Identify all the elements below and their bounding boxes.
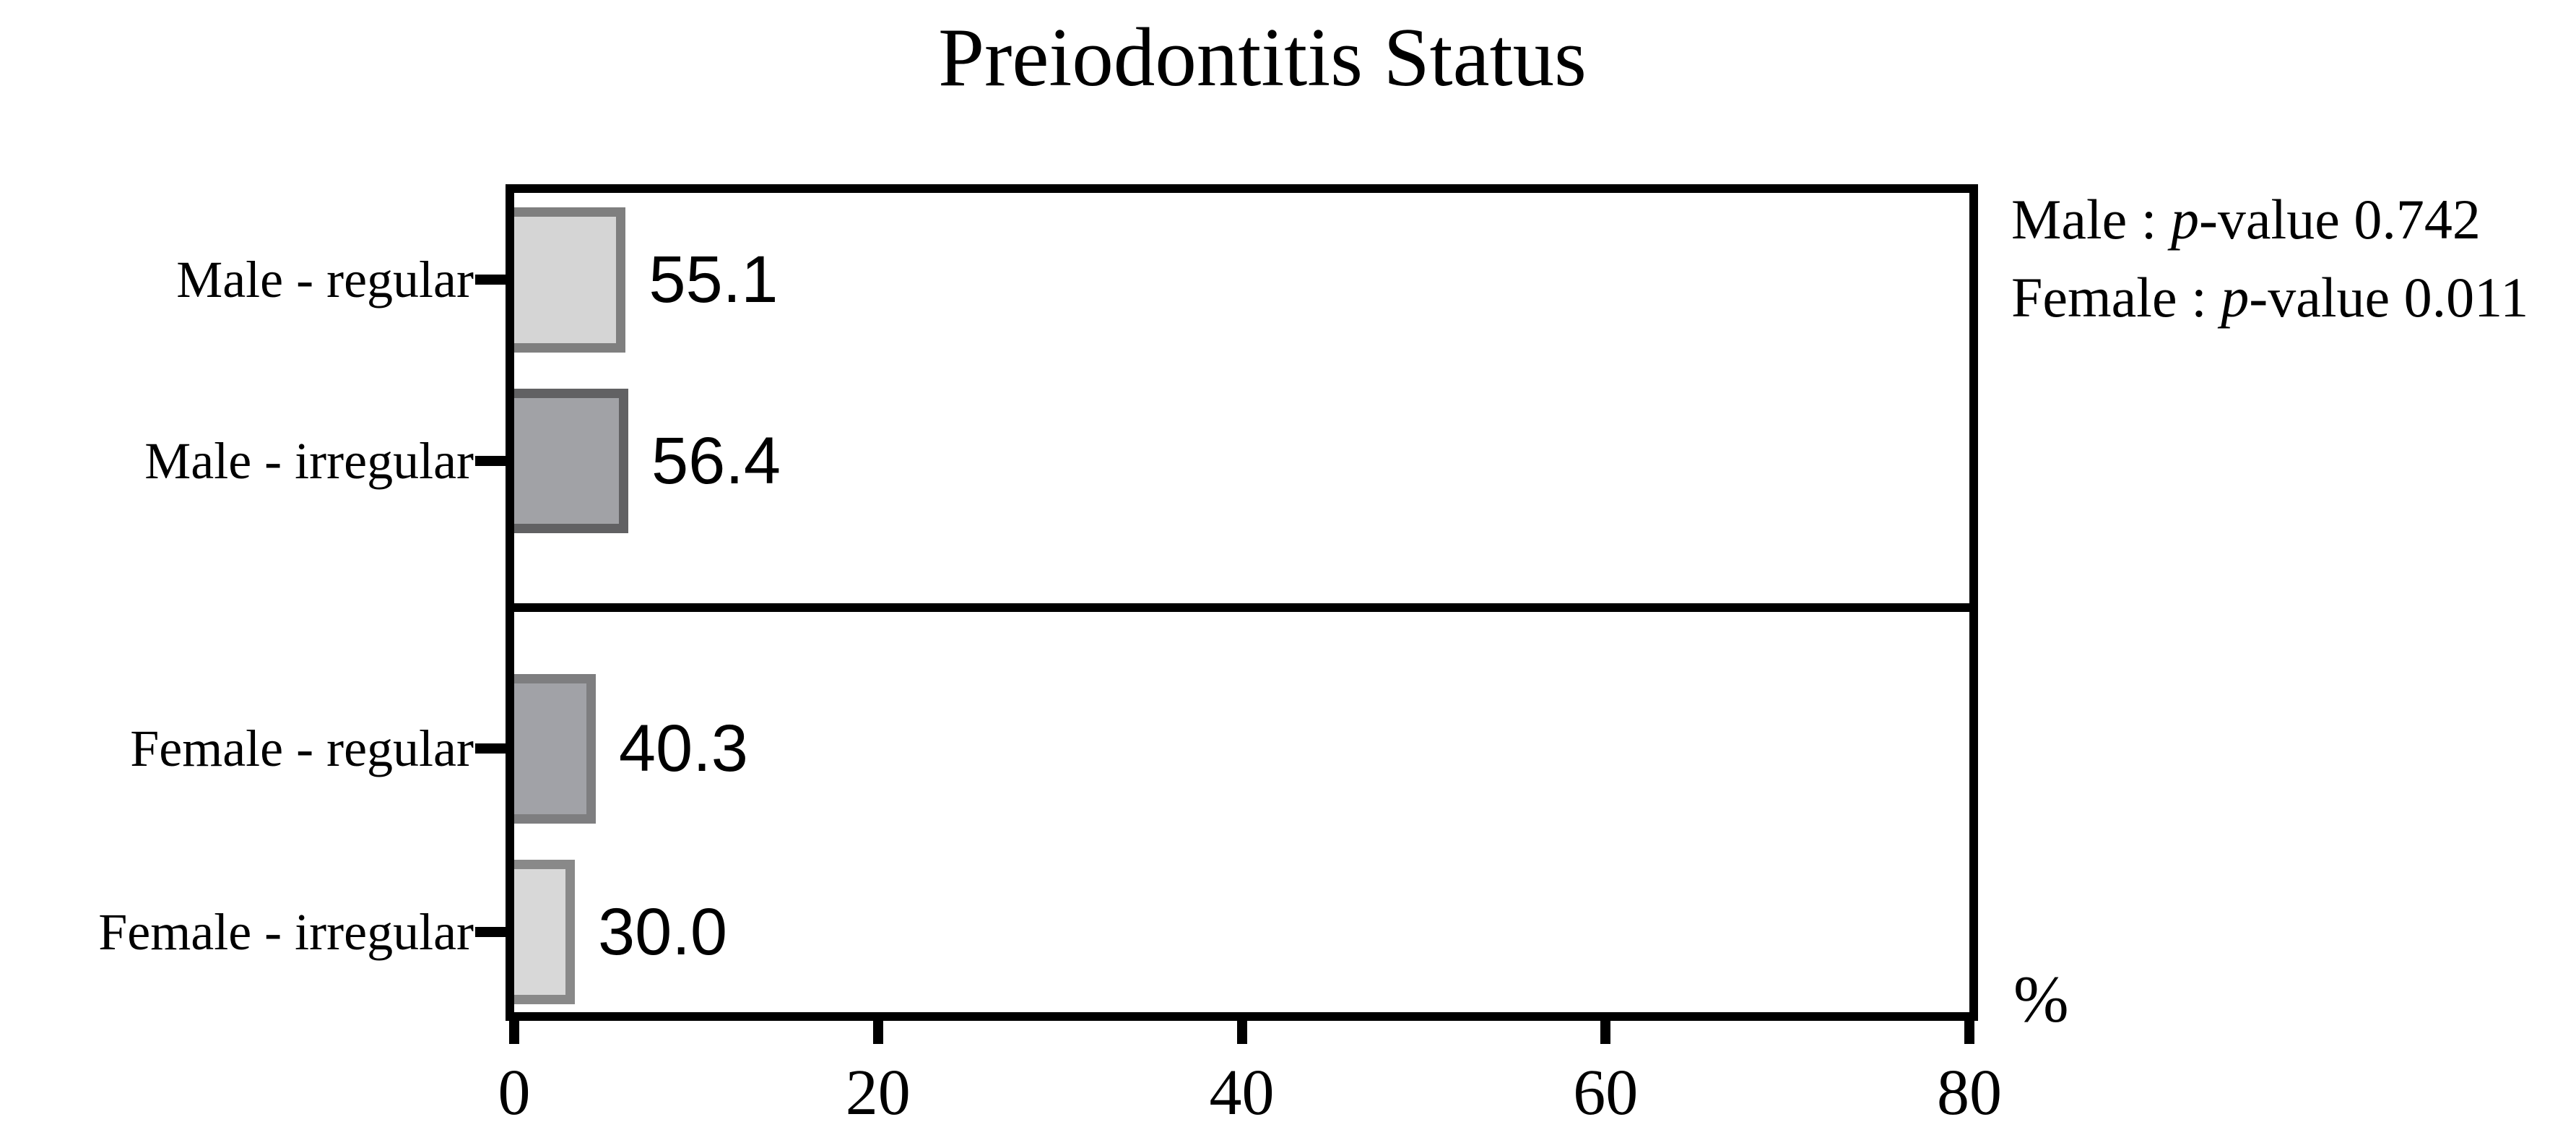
x-axis-tick-label-20: 20 (845, 1057, 911, 1128)
y-axis-tick-female-regular (475, 743, 507, 754)
bar-row-female-regular: 40.3 (514, 674, 748, 824)
category-label-female-regular: Female - regular (130, 720, 474, 777)
annotation-line-male: Male : p-value 0.742 (2011, 181, 2528, 259)
bar-male-irregular (514, 389, 628, 533)
y-axis-tick-female-irregular (475, 927, 507, 937)
annotation-male-italic-p: p (2170, 188, 2199, 251)
category-label-female-irregular: Female - irregular (98, 903, 474, 961)
x-axis-tick-label-60: 60 (1573, 1057, 1639, 1128)
x-axis-tick-0 (509, 1021, 519, 1044)
y-axis-tick-male-regular (475, 275, 507, 285)
bar-value-female-regular: 40.3 (618, 712, 748, 785)
annotation-male-prefix: Male : (2011, 188, 2171, 251)
bar-male-regular (514, 207, 626, 353)
annotation-female-italic-p: p (2221, 266, 2250, 329)
bar-row-male-irregular: 56.4 (514, 389, 781, 533)
bar-value-male-irregular: 56.4 (651, 423, 781, 498)
annotation-female-suffix: -value 0.011 (2249, 266, 2529, 329)
plot-area: 55.1 56.4 40.3 30.0 (506, 184, 1978, 1021)
bar-value-male-regular: 55.1 (649, 243, 779, 316)
y-axis-tick-male-irregular (475, 456, 507, 466)
x-axis-tick-label-0: 0 (498, 1057, 531, 1128)
x-axis-tick-60 (1600, 1021, 1611, 1044)
bar-value-female-irregular: 30.0 (598, 894, 728, 969)
x-axis-tick-80 (1964, 1021, 1974, 1044)
p-value-annotation: Male : p-value 0.742 Female : p-value 0.… (2011, 181, 2528, 337)
plot-inner: 55.1 56.4 40.3 30.0 (506, 193, 1978, 1012)
x-axis-tick-20 (872, 1021, 883, 1044)
x-axis-unit-label: % (2013, 962, 2069, 1036)
category-label-male-regular: Male - regular (176, 251, 474, 308)
bar-row-female-irregular: 30.0 (514, 860, 727, 1004)
bar-row-male-regular: 55.1 (514, 207, 778, 353)
x-axis-tick-label-80: 80 (1937, 1057, 2002, 1128)
annotation-female-prefix: Female : (2011, 266, 2221, 329)
chart-title: Preiodontitis Status (938, 12, 1587, 103)
annotation-line-female: Female : p-value 0.011 (2011, 259, 2528, 337)
x-axis-tick-40 (1236, 1021, 1247, 1044)
bar-female-irregular (514, 860, 576, 1004)
panel-divider (506, 603, 1978, 612)
bar-female-regular (514, 674, 596, 824)
annotation-male-suffix: -value 0.742 (2198, 188, 2481, 251)
x-axis-tick-label-40: 40 (1209, 1057, 1275, 1128)
category-label-male-irregular: Male - irregular (144, 432, 474, 490)
